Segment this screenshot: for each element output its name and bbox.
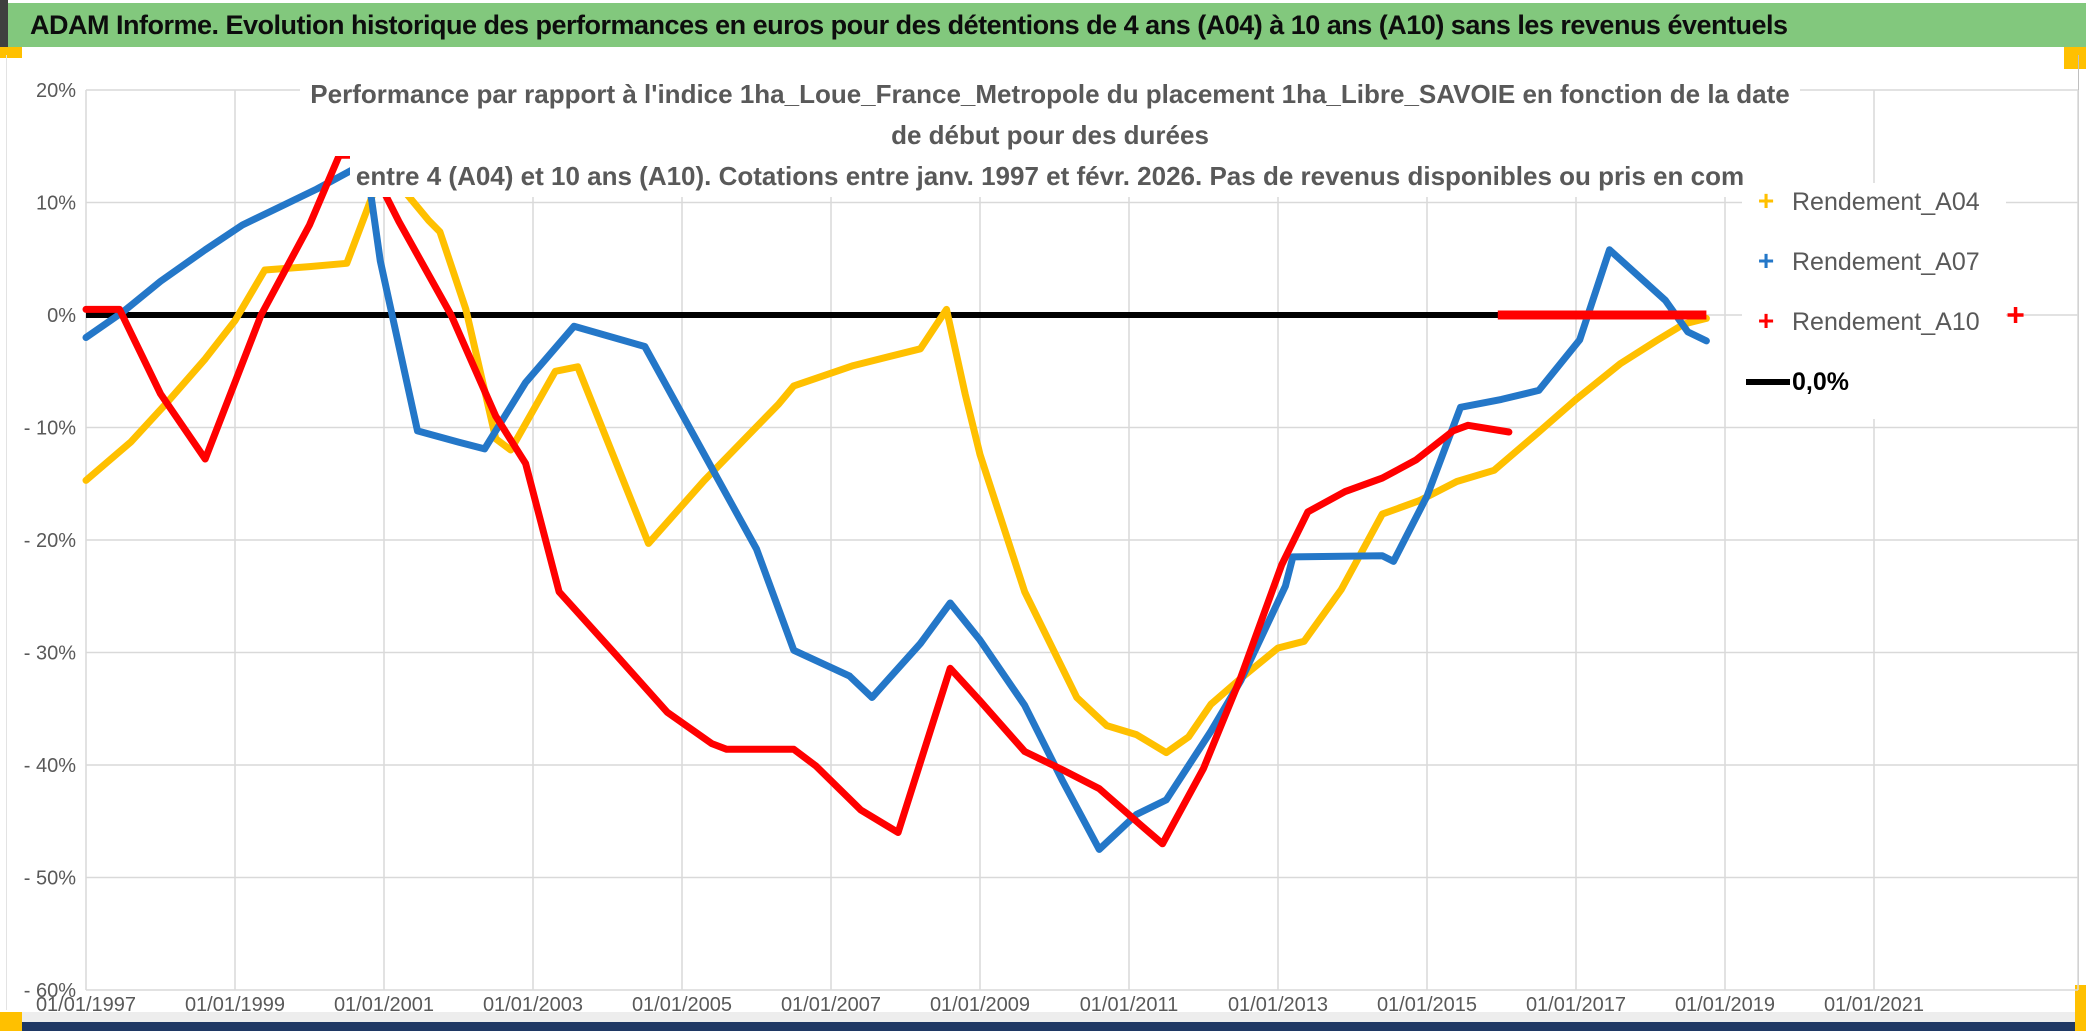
y-tick-label: - 10% bbox=[24, 418, 76, 440]
x-tick-label: 01/01/2005 bbox=[632, 994, 732, 1016]
legend-label: Rendement_A04 bbox=[1792, 188, 1980, 216]
legend-label: 0,0% bbox=[1792, 368, 1849, 396]
x-tick-label: 01/01/2003 bbox=[483, 994, 583, 1016]
y-tick-label: 20% bbox=[36, 80, 76, 102]
legend-marker-icon: + bbox=[1758, 305, 1774, 336]
series-Rendement_A10-outlier-marker bbox=[2007, 307, 2024, 323]
x-tick-label: 01/01/2021 bbox=[1824, 994, 1924, 1016]
bottom-navy-bar bbox=[22, 1022, 2075, 1031]
series-Rendement_A10 bbox=[82, 151, 1513, 848]
x-tick-label: 01/01/1999 bbox=[185, 994, 285, 1016]
y-tick-label: - 30% bbox=[24, 643, 76, 665]
x-tick-label: 01/01/2015 bbox=[1377, 994, 1477, 1016]
x-tick-label: 01/01/2019 bbox=[1675, 994, 1775, 1016]
legend-marker-icon: + bbox=[1758, 185, 1774, 216]
accent-bottom-right bbox=[2075, 985, 2086, 1031]
accent-top-right bbox=[2064, 47, 2086, 69]
x-tick-label: 01/01/2011 bbox=[1080, 994, 1179, 1016]
y-tick-label: 0% bbox=[47, 305, 76, 327]
title-banner: ADAM Informe. Evolution historique des p… bbox=[8, 3, 2086, 47]
y-tick-label: - 40% bbox=[24, 755, 76, 777]
accent-bottom-left bbox=[0, 1012, 22, 1031]
x-tick-label: 01/01/2017 bbox=[1526, 994, 1626, 1016]
x-tick-label: 01/01/2009 bbox=[930, 994, 1030, 1016]
x-tick-label: 01/01/2013 bbox=[1228, 994, 1328, 1016]
y-tick-label: 10% bbox=[36, 193, 76, 215]
series-Rendement_A04 bbox=[82, 172, 1710, 757]
banner-title: ADAM Informe. Evolution historique des p… bbox=[30, 9, 1788, 40]
legend-label: Rendement_A10 bbox=[1792, 308, 1980, 336]
series-Rendement_A07 bbox=[82, 165, 1710, 853]
x-tick-label: 01/01/2007 bbox=[781, 994, 881, 1016]
banner-left-edge bbox=[0, 0, 8, 47]
y-tick-label: - 50% bbox=[24, 868, 76, 890]
y-tick-label: - 60% bbox=[24, 980, 76, 1002]
y-tick-label: - 20% bbox=[24, 530, 76, 552]
x-tick-label: 01/01/1997 bbox=[36, 994, 136, 1016]
legend-label: Rendement_A07 bbox=[1792, 248, 1980, 276]
bottom-gray-strip bbox=[0, 1012, 2086, 1022]
card-border-left bbox=[6, 55, 7, 1010]
x-tick-label: 01/01/2001 bbox=[334, 994, 434, 1016]
accent-top-left bbox=[0, 47, 22, 58]
legend-marker-icon: + bbox=[1758, 245, 1774, 276]
